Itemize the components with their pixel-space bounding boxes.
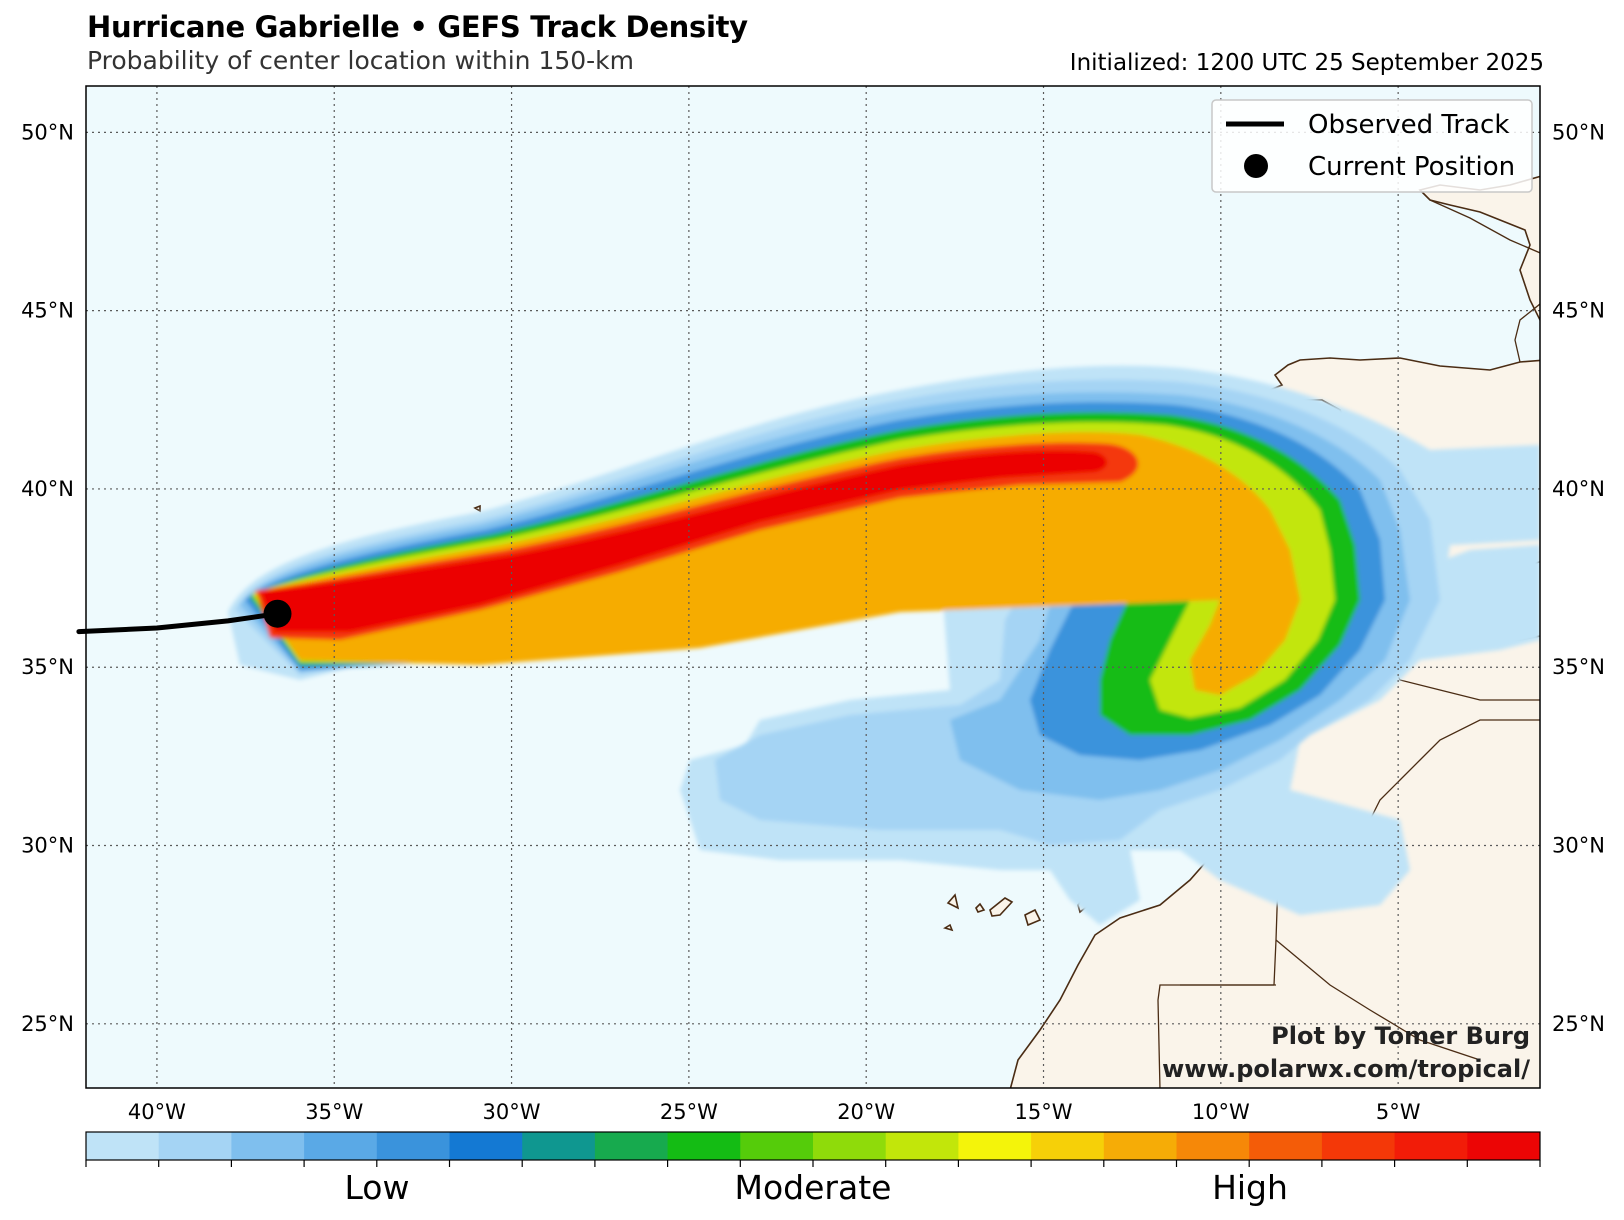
legend: Observed Track Current Position	[1211, 99, 1533, 193]
credit-author: Plot by Tomer Burg	[1271, 1022, 1530, 1050]
lon-tick-label: 5°W	[1376, 1100, 1421, 1124]
colorbar-segment	[885, 1132, 959, 1160]
colorbar-segment	[231, 1132, 305, 1160]
colorbar-segment	[86, 1132, 160, 1160]
lat-labels-left: 50°N 45°N 40°N 35°N 30°N 25°N	[21, 120, 74, 1035]
lat-tick-label: 50°N	[1552, 120, 1605, 144]
lon-tick-label: 20°W	[837, 1100, 895, 1124]
colorbar-segment	[667, 1132, 741, 1160]
density-high	[254, 432, 1300, 695]
colorbar-segment	[1103, 1132, 1177, 1160]
map-title: Hurricane Gabrielle • GEFS Track Density	[87, 10, 748, 44]
legend-current-position: Current Position	[1308, 152, 1515, 182]
lat-tick-label: 35°N	[1552, 655, 1605, 679]
colorbar-ticks	[85, 1160, 1541, 1167]
map-subtitle: Probability of center location within 15…	[87, 46, 635, 75]
colorbar-segment	[449, 1132, 523, 1160]
colorbar-segment	[740, 1132, 814, 1160]
density-max	[260, 450, 1108, 632]
colorbar-segment	[158, 1132, 232, 1160]
colorbar-segment	[1467, 1132, 1541, 1160]
lat-tick-label: 35°N	[21, 655, 74, 679]
credit-url: www.polarwx.com/tropical/	[1162, 1055, 1530, 1083]
lon-tick-label: 15°W	[1015, 1100, 1073, 1124]
legend-position-swatch	[1244, 154, 1268, 178]
colorbar-label-high: High	[1212, 1168, 1288, 1207]
init-time: Initialized: 1200 UTC 25 September 2025	[1069, 50, 1544, 76]
colorbar-segment	[1176, 1132, 1250, 1160]
plot-frame	[85, 85, 1541, 1089]
colorbar-segment	[813, 1132, 887, 1160]
lon-labels: 40°W 35°W 30°W 25°W 20°W 15°W 10°W 5°W	[128, 1100, 1421, 1124]
track-density-field	[228, 365, 1540, 925]
colorbar-segment	[1249, 1132, 1323, 1160]
colorbar-segment	[1031, 1132, 1105, 1160]
lat-tick-label: 40°N	[1552, 477, 1605, 501]
colorbar-label-low: Low	[344, 1168, 410, 1207]
colorbar-segment	[1394, 1132, 1468, 1160]
colorbar-segment	[304, 1132, 378, 1160]
colorbar-segment	[1321, 1132, 1396, 1160]
current-position-marker	[263, 599, 292, 628]
lat-tick-label: 25°N	[21, 1012, 74, 1036]
lon-tick-label: 25°W	[660, 1100, 718, 1124]
lon-tick-label: 35°W	[305, 1100, 363, 1124]
lat-tick-label: 30°N	[21, 834, 74, 858]
colorbar	[86, 1132, 1541, 1160]
lat-tick-label: 40°N	[21, 477, 74, 501]
observed-track	[76, 611, 280, 635]
colorbar-segment	[594, 1132, 669, 1160]
lon-tick-label: 40°W	[128, 1100, 186, 1124]
lat-tick-label: 45°N	[21, 299, 74, 323]
colorbar-segment	[958, 1132, 1032, 1160]
lat-tick-label: 25°N	[1552, 1012, 1605, 1036]
lat-tick-label: 30°N	[1552, 834, 1605, 858]
graticule	[86, 86, 1540, 1088]
lon-tick-label: 30°W	[483, 1100, 541, 1124]
colorbar-segment	[376, 1132, 450, 1160]
lon-tick-label: 10°W	[1192, 1100, 1250, 1124]
legend-observed-track: Observed Track	[1308, 110, 1509, 140]
legend-box	[1211, 99, 1533, 193]
colorbar-label-moderate: Moderate	[734, 1168, 892, 1207]
lat-tick-label: 45°N	[1552, 299, 1605, 323]
lat-tick-label: 50°N	[21, 120, 74, 144]
lat-labels-right: 50°N 45°N 40°N 35°N 30°N 25°N	[1552, 120, 1605, 1035]
colorbar-segment	[522, 1132, 596, 1160]
